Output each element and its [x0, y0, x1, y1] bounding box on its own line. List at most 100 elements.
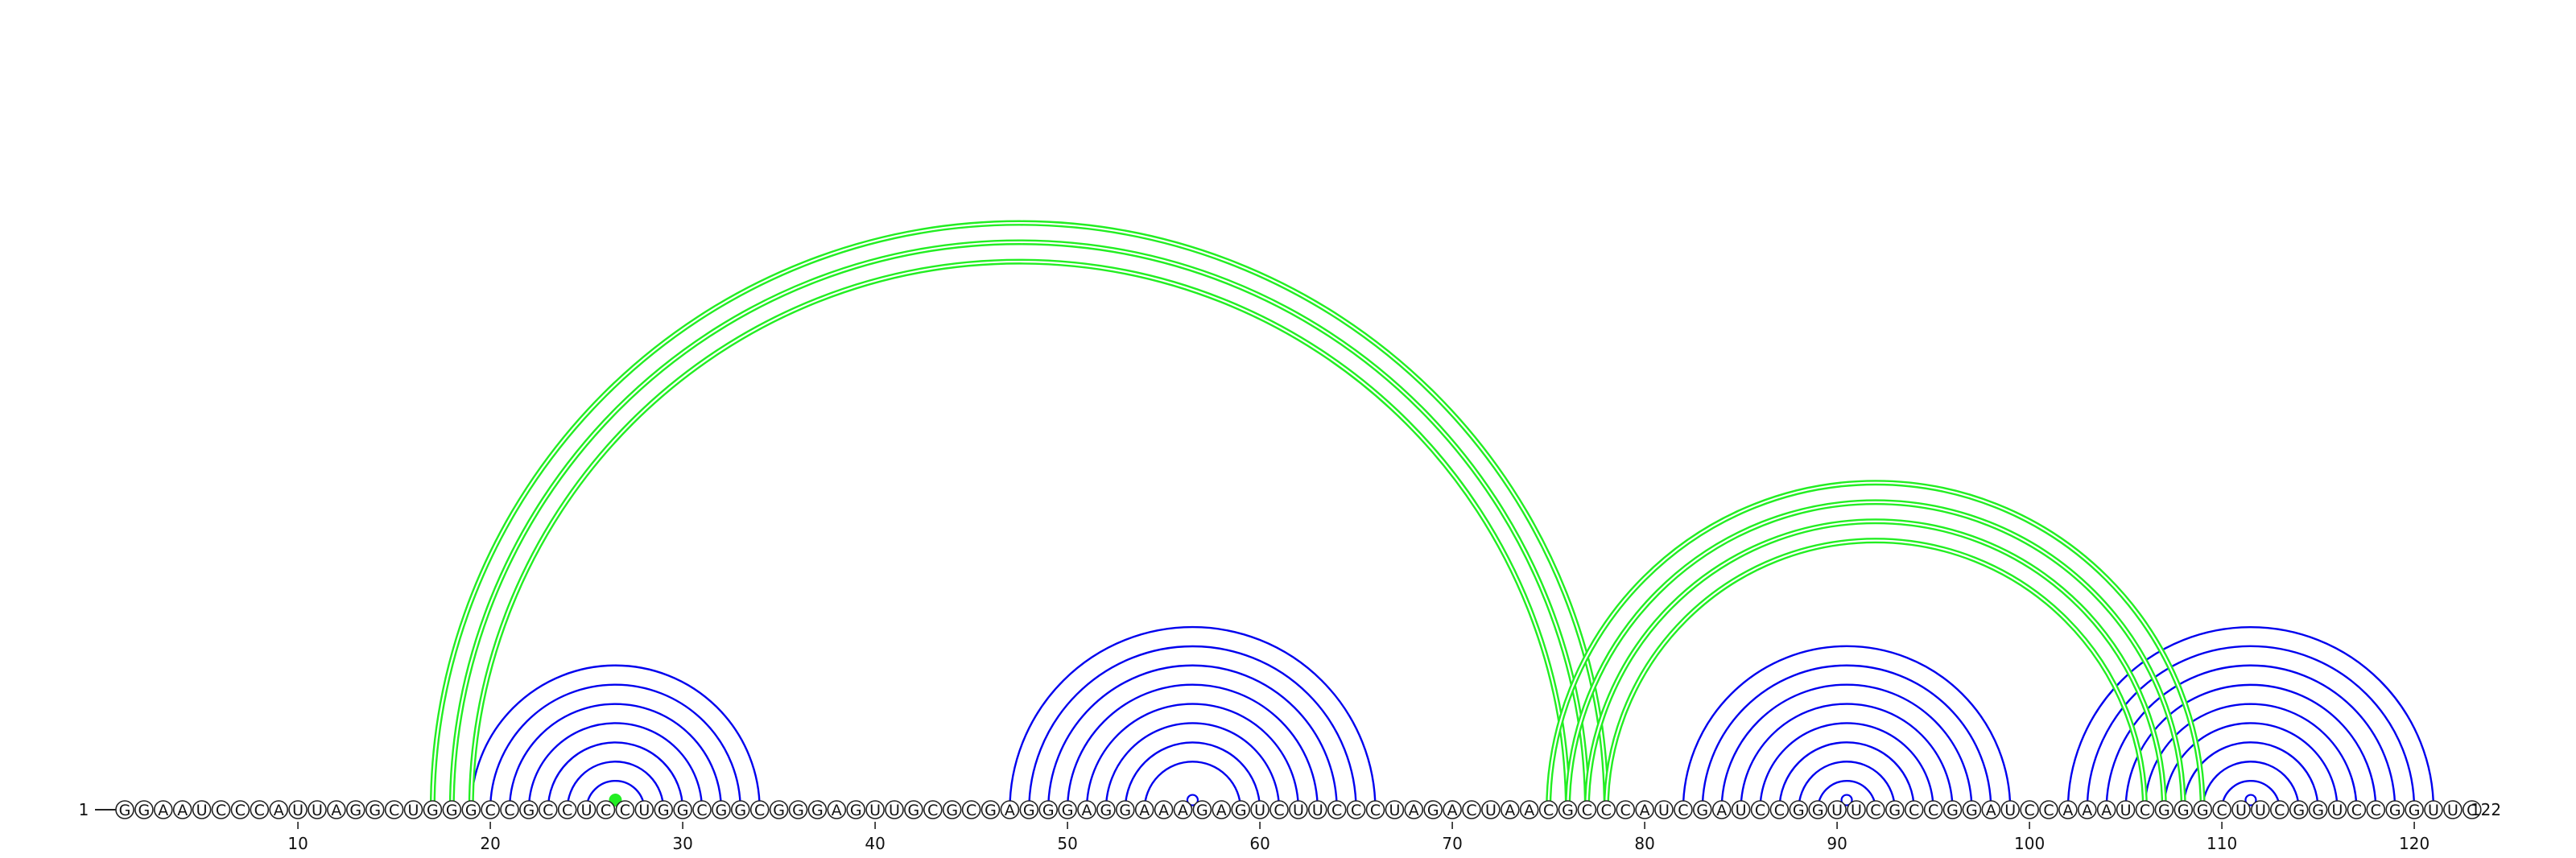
base: G — [846, 800, 865, 819]
base-circle — [1192, 800, 1212, 819]
base-circle — [1385, 800, 1405, 819]
base: U — [576, 800, 597, 819]
base-circle — [1096, 800, 1116, 819]
base-letter: U — [2120, 802, 2132, 819]
base-letter: G — [1235, 802, 1247, 819]
base: A — [154, 800, 173, 819]
base: C — [1904, 800, 1924, 819]
pair-arc — [1028, 645, 1357, 811]
base-circle — [1981, 800, 2001, 819]
base-letter: C — [754, 802, 765, 819]
base: U — [1654, 800, 1674, 819]
base-circle — [423, 800, 443, 819]
base-letter: U — [1293, 802, 1304, 819]
base-letter: G — [908, 802, 920, 819]
base-circle — [730, 800, 750, 819]
base: C — [1616, 800, 1635, 819]
tick-label: 80 — [1634, 834, 1654, 853]
base-circle — [692, 800, 712, 819]
base-circle — [1558, 800, 1578, 819]
base-letter: C — [562, 802, 572, 819]
pair-marker — [2244, 794, 2257, 806]
base: G — [2193, 800, 2212, 819]
pair-arc — [1583, 518, 2167, 811]
base: G — [134, 800, 154, 819]
pair-arc — [527, 722, 704, 811]
base-circle — [1635, 800, 1654, 819]
base-letter: G — [2409, 802, 2421, 819]
base-letter: G — [677, 802, 689, 819]
base: G — [807, 800, 828, 819]
base-circle — [769, 800, 789, 819]
base-letter: U — [889, 802, 900, 819]
base-circle — [2462, 800, 2482, 819]
base: G — [461, 800, 481, 819]
base-letter: G — [138, 802, 151, 819]
tick-label: 40 — [865, 834, 885, 853]
tick-label: 10 — [287, 834, 308, 853]
base-letter: G — [427, 802, 439, 819]
pair-arc-inner — [431, 221, 1608, 811]
base: G — [1019, 800, 1039, 819]
base-letter: C — [389, 802, 399, 819]
base-circle — [1519, 800, 1539, 819]
base-circle — [1019, 800, 1039, 819]
base: C — [615, 800, 635, 819]
base-circle — [481, 800, 500, 819]
base-letter: G — [1793, 802, 1805, 819]
base-circle — [308, 800, 327, 819]
base-circle — [230, 800, 250, 819]
base-circle — [1885, 800, 1905, 819]
base-circle — [1250, 800, 1269, 819]
base-circle — [1346, 800, 1366, 819]
pair-arc-inner — [1605, 539, 2146, 811]
base-letter: A — [1716, 802, 1727, 819]
base-letter: G — [811, 802, 824, 819]
base: G — [1038, 800, 1058, 819]
pair-arc — [1104, 722, 1281, 811]
base-circle — [1942, 800, 1963, 819]
base-letter: G — [2389, 802, 2401, 819]
base-letter: A — [1082, 802, 1092, 819]
base-circle — [2231, 800, 2251, 819]
base-circle — [2020, 800, 2039, 819]
base-circle — [749, 800, 770, 819]
base-letter: G — [1946, 802, 1959, 819]
base: C — [1577, 800, 1597, 819]
base-letter: G — [369, 802, 381, 819]
base: A — [1711, 800, 1732, 819]
base-circle — [2000, 800, 2020, 819]
base: C — [923, 800, 943, 819]
base-circle — [1423, 800, 1443, 819]
base-letter: C — [1351, 802, 1361, 819]
base: G — [654, 800, 674, 819]
base-circle — [2039, 800, 2058, 819]
base-circle — [807, 800, 828, 819]
base-letter: G — [658, 802, 670, 819]
base: C — [2135, 800, 2155, 819]
base-circle — [1616, 800, 1635, 819]
base-circle — [2289, 800, 2309, 819]
base-circle — [1404, 800, 1424, 819]
base: C — [557, 800, 577, 819]
base: U — [1308, 800, 1327, 819]
base-letter: C — [1466, 802, 1476, 819]
tick-label: 50 — [1057, 834, 1077, 853]
base-circle — [2308, 800, 2328, 819]
base: U — [2231, 800, 2251, 819]
pair-marker — [1840, 794, 1853, 806]
base: G — [730, 800, 750, 819]
base-letter: C — [216, 802, 226, 819]
base-circle — [365, 800, 385, 819]
base-letter: G — [1966, 802, 1978, 819]
base-letter: A — [1505, 802, 1515, 819]
base: G — [1808, 800, 1827, 819]
pair-arc — [470, 664, 761, 811]
pair-arc — [1009, 625, 1377, 811]
base: G — [1558, 800, 1578, 819]
base: G — [2289, 800, 2309, 819]
base: C — [211, 800, 231, 819]
base: U — [308, 800, 327, 819]
tick-label: 70 — [1442, 834, 1462, 853]
